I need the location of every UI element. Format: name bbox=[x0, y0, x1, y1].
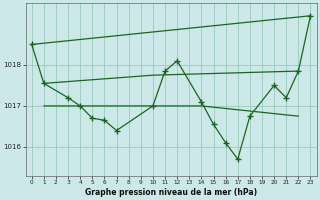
X-axis label: Graphe pression niveau de la mer (hPa): Graphe pression niveau de la mer (hPa) bbox=[85, 188, 257, 197]
